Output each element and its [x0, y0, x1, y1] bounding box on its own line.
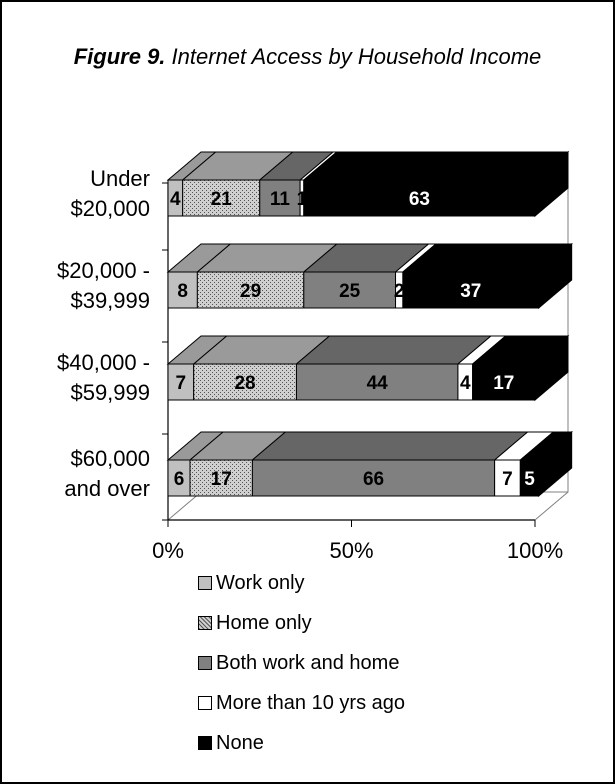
- category-label: and over: [64, 476, 150, 501]
- bar-segment: [182, 179, 261, 217]
- data-label: 7: [176, 373, 187, 394]
- data-label: 21: [211, 189, 233, 210]
- data-label: 28: [234, 373, 255, 394]
- data-label: 17: [493, 373, 514, 394]
- legend-item: Both work and home: [198, 643, 405, 683]
- bar-side-face: [534, 334, 569, 402]
- data-label: 29: [240, 281, 261, 302]
- data-label: 4: [170, 189, 181, 210]
- bar-segment: [472, 363, 536, 401]
- category-label: $20,000 -: [57, 258, 150, 283]
- legend-label: Home only: [216, 611, 312, 634]
- bar-side-face: [534, 150, 569, 218]
- x-tick-label: 50%: [329, 538, 373, 563]
- data-label: 5: [524, 469, 535, 490]
- category-label: $20,000: [70, 196, 150, 221]
- legend-swatch: [198, 696, 212, 710]
- data-label: 25: [339, 281, 361, 302]
- bar-segment: [295, 363, 459, 401]
- category-label: $40,000 -: [57, 350, 150, 375]
- legend-label: Both work and home: [216, 651, 400, 674]
- legend-item: Work only: [198, 563, 405, 603]
- bar-segment: [494, 459, 521, 497]
- figure-number: Figure 9.: [73, 44, 166, 69]
- legend-swatch: [198, 656, 212, 670]
- bar-top-face: [302, 151, 570, 181]
- legend-swatch: [198, 736, 212, 750]
- floor-edge: [167, 491, 202, 521]
- chart-title: Figure 9. Internet Access by Household I…: [0, 42, 615, 72]
- bar-segment: [303, 179, 536, 217]
- category-label: $39,999: [70, 288, 150, 313]
- title-text: Internet Access by Household Income: [171, 44, 542, 69]
- data-label: 66: [363, 469, 384, 490]
- bar-top-face: [251, 431, 529, 461]
- bar-segment: [196, 271, 305, 309]
- bar-side-face: [538, 430, 573, 498]
- legend-item: Home only: [198, 603, 405, 643]
- legend-label: More than 10 yrs ago: [216, 691, 405, 714]
- bar-top-face: [295, 335, 493, 365]
- bar-segment: [303, 271, 397, 309]
- legend-item: None: [198, 723, 405, 763]
- bar-segment: [259, 179, 301, 217]
- data-label: 63: [409, 189, 430, 210]
- data-label: 17: [211, 469, 232, 490]
- data-label: 44: [367, 373, 389, 394]
- bar-segment: [167, 363, 195, 401]
- legend-swatch: [198, 616, 212, 630]
- data-label: 11: [270, 189, 291, 210]
- data-label: 4: [460, 373, 471, 394]
- data-label: 37: [460, 281, 481, 302]
- legend-item: More than 10 yrs ago: [198, 683, 405, 723]
- bar-side-face: [538, 242, 573, 310]
- data-label: 8: [177, 281, 188, 302]
- legend-label: Work only: [216, 571, 305, 594]
- category-label: Under: [90, 166, 150, 191]
- legend-swatch: [198, 576, 212, 590]
- bar-segment: [251, 459, 496, 497]
- category-label: $59,999: [70, 380, 150, 405]
- x-tick-label: 100%: [507, 538, 563, 563]
- category-label: $60,000: [70, 446, 150, 471]
- data-label: 6: [174, 469, 185, 490]
- legend-label: None: [216, 731, 264, 754]
- data-label: 7: [502, 469, 513, 490]
- data-label: 2: [394, 281, 405, 302]
- data-label: 1: [297, 189, 308, 210]
- x-tick-label: 0%: [152, 538, 184, 563]
- legend: Work only Home only Both work and home More…: [198, 563, 405, 763]
